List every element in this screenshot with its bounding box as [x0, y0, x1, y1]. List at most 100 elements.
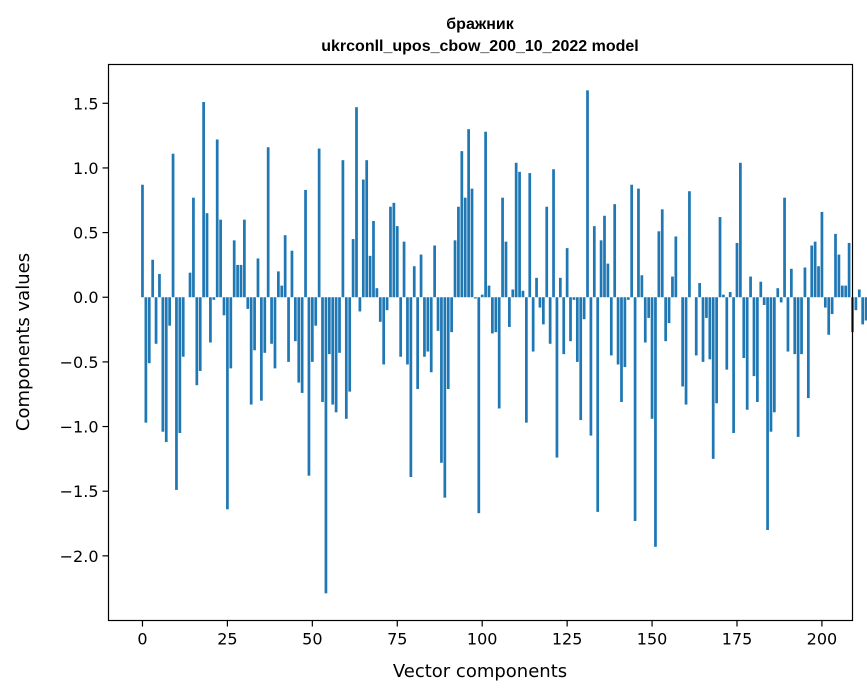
bar-component-59	[341, 160, 345, 298]
bar-component-177	[742, 297, 746, 359]
x-tick-label: 200	[807, 630, 838, 649]
bar-component-19	[205, 213, 209, 298]
y-tick-label: 1.5	[73, 94, 98, 113]
x-tick-label: 100	[467, 630, 498, 649]
x-tick-label: 50	[302, 630, 322, 649]
bar-component-149	[647, 297, 651, 318]
bar-component-80	[412, 266, 416, 298]
bar-component-190	[786, 297, 790, 352]
bar-component-89	[443, 297, 447, 498]
bar-component-103	[491, 297, 494, 334]
bar-component-30	[243, 219, 246, 298]
x-axis-label: Vector components	[393, 661, 567, 682]
y-tick-label: 0.0	[73, 288, 98, 307]
chart-title-line2: ukrconll_upos_cbow_200_10_2022 model	[321, 38, 638, 55]
bar-component-49	[307, 297, 311, 476]
bar-component-131	[586, 90, 589, 298]
bar-component-129	[579, 297, 583, 421]
bar-component-70	[378, 297, 382, 322]
bar-component-5	[158, 273, 161, 298]
bar-component-189	[783, 197, 786, 298]
bar-component-141	[620, 297, 623, 402]
bar-component-196	[806, 297, 810, 399]
bar-component-199	[817, 266, 820, 298]
bar-component-104	[494, 297, 498, 333]
bars-group	[141, 90, 867, 594]
bar-component-207	[844, 285, 848, 298]
bar-component-201	[823, 297, 827, 308]
bar-component-98	[474, 297, 477, 299]
bar-component-179	[749, 276, 752, 298]
bar-component-136	[603, 215, 606, 298]
bar-component-122	[555, 297, 559, 458]
bar-component-46	[297, 297, 301, 383]
y-tick-label: −2.0	[60, 547, 99, 566]
bar-component-123	[558, 277, 562, 298]
bar-component-75	[395, 226, 399, 298]
y-tick-label: −1.0	[60, 418, 99, 437]
bar-component-6	[161, 297, 165, 432]
bar-component-195	[803, 267, 807, 298]
bar-component-11	[178, 297, 182, 434]
bar-component-159	[681, 297, 684, 387]
bar-component-124	[562, 297, 566, 355]
bar-component-29	[239, 264, 243, 298]
bar-component-57	[334, 297, 338, 413]
bar-component-180	[752, 297, 756, 377]
bar-component-154	[664, 297, 668, 342]
bar-component-45	[293, 297, 297, 342]
bar-component-0	[141, 184, 144, 298]
bar-component-156	[671, 276, 674, 298]
y-axis-ticks: −2.0 −1.5 −1.0 −0.5 0.0 0.5 1.0 1.5	[60, 94, 109, 566]
bar-component-112	[521, 290, 525, 298]
bar-component-116	[535, 277, 538, 298]
y-axis-label: Components values	[13, 253, 34, 431]
bar-component-137	[606, 263, 610, 298]
bar-component-71	[382, 297, 386, 365]
bar-component-203	[830, 297, 834, 315]
y-tick-label: 1.0	[73, 159, 98, 178]
bar-component-208	[847, 242, 851, 298]
bar-component-93	[457, 206, 460, 298]
bar-component-183	[762, 297, 766, 305]
bar-component-39	[273, 297, 277, 369]
bar-component-187	[776, 288, 780, 298]
bar-component-40	[277, 271, 280, 298]
bar-component-145	[633, 297, 637, 521]
bar-component-50	[310, 297, 314, 362]
bar-component-54	[324, 297, 328, 594]
bar-component-212	[861, 297, 865, 325]
bar-component-202	[827, 297, 831, 335]
x-tick-label: 75	[387, 630, 407, 649]
bar-component-2	[147, 297, 151, 364]
bar-component-186	[773, 297, 776, 413]
bar-component-78	[406, 297, 409, 365]
bar-component-163	[694, 297, 698, 356]
bar-component-171	[722, 294, 725, 298]
x-tick-label: 125	[552, 630, 583, 649]
bar-component-38	[270, 297, 273, 344]
y-tick-label: −1.5	[60, 482, 99, 501]
bar-component-140	[616, 297, 620, 365]
bar-component-204	[834, 233, 837, 298]
bar-component-21	[212, 297, 216, 300]
bar-component-77	[402, 241, 406, 298]
bar-component-166	[705, 297, 708, 318]
bar-component-194	[800, 297, 803, 355]
bar-component-14	[188, 272, 192, 298]
bar-component-213	[864, 297, 867, 321]
bar-component-155	[667, 297, 671, 324]
bar-component-151	[654, 297, 657, 547]
bar-component-65	[361, 179, 365, 298]
bar-component-108	[508, 297, 511, 327]
bar-component-47	[300, 297, 304, 393]
x-tick-label: 175	[722, 630, 753, 649]
bar-component-92	[453, 240, 457, 298]
bar-component-146	[637, 188, 640, 298]
bar-component-25	[226, 297, 229, 510]
bar-component-81	[416, 297, 420, 390]
bar-component-67	[368, 255, 372, 298]
bar-component-120	[548, 297, 552, 344]
bar-component-34	[256, 258, 260, 298]
bar-component-55	[327, 297, 331, 355]
